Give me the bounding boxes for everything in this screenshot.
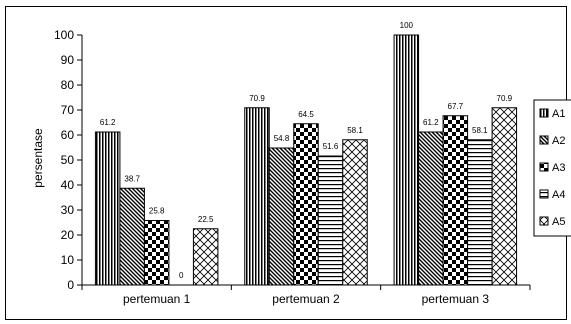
bar-a2-1 <box>119 187 145 286</box>
data-label: 58.1 <box>472 126 488 135</box>
legend-label: A1 <box>552 108 565 120</box>
bar-a5-1 <box>192 228 219 286</box>
y-axis-title: persentase <box>31 128 45 188</box>
legend-swatch-a4 <box>539 189 549 199</box>
bar-a1-2 <box>244 107 270 286</box>
bar-a1-1 <box>94 131 121 286</box>
bar-a3-1 <box>143 220 170 286</box>
bars <box>94 34 518 286</box>
data-label: 70.9 <box>497 94 513 103</box>
y-tick-label: 0 <box>67 278 74 292</box>
bar-a1-3 <box>393 34 420 286</box>
legend: A1 A2 A3 A4 A5 <box>533 99 571 237</box>
bar-a5-2 <box>342 139 368 286</box>
data-label: 54.8 <box>274 134 290 143</box>
y-tick-label: 80 <box>61 78 75 92</box>
y-tick-label: 20 <box>61 228 75 242</box>
data-label: 64.5 <box>298 110 314 119</box>
data-label: 61.2 <box>100 118 116 127</box>
y-tick-label: 100 <box>54 28 74 42</box>
y-tick-label: 60 <box>61 128 75 142</box>
bar-a3-3 <box>442 115 469 286</box>
data-label: 0 <box>179 271 184 280</box>
legend-swatch-a2 <box>539 135 549 145</box>
x-tick-label: pertemuan 1 <box>123 292 191 306</box>
data-labels: 61.2 38.7 25.8 0 22.5 70.9 54.8 64.5 51.6 58.1 100… <box>100 21 513 280</box>
y-tick-label: 50 <box>61 153 75 167</box>
data-label: 38.7 <box>124 174 140 183</box>
x-tick-label: pertemuan 2 <box>272 292 340 306</box>
data-label: 70.9 <box>249 94 265 103</box>
data-label: 100 <box>400 21 414 30</box>
data-label: 67.7 <box>448 102 464 111</box>
x-axis: pertemuan 1 pertemuan 2 pertemuan 3 <box>81 284 531 306</box>
data-label: 25.8 <box>149 207 165 216</box>
y-tick-label: 70 <box>61 103 75 117</box>
legend-label: A3 <box>552 162 565 174</box>
bar-a4-2 <box>317 155 344 286</box>
bar-a4-3 <box>467 139 493 286</box>
x-tick-label: pertemuan 3 <box>422 292 490 306</box>
y-tick-label: 30 <box>61 203 75 217</box>
bar-a2-3 <box>418 131 444 286</box>
y-tick-label: 40 <box>61 178 75 192</box>
legend-label: A4 <box>552 189 565 201</box>
bar-a2-2 <box>268 147 295 286</box>
legend-label: A5 <box>552 216 565 228</box>
y-axis: 0 10 20 30 40 50 60 70 80 90 100 <box>54 28 83 292</box>
y-tick-label: 10 <box>61 253 75 267</box>
legend-label: A2 <box>552 135 565 147</box>
legend-swatch-a1 <box>539 108 549 118</box>
bar-a3-2 <box>293 123 319 286</box>
legend-swatch-a3 <box>539 162 549 172</box>
data-label: 58.1 <box>347 126 363 135</box>
bar-a5-3 <box>491 107 518 286</box>
legend-swatch-a5 <box>539 216 549 226</box>
data-label: 22.5 <box>198 215 214 224</box>
data-label: 61.2 <box>423 118 439 127</box>
data-label: 51.6 <box>323 142 339 151</box>
y-tick-label: 90 <box>61 53 75 67</box>
